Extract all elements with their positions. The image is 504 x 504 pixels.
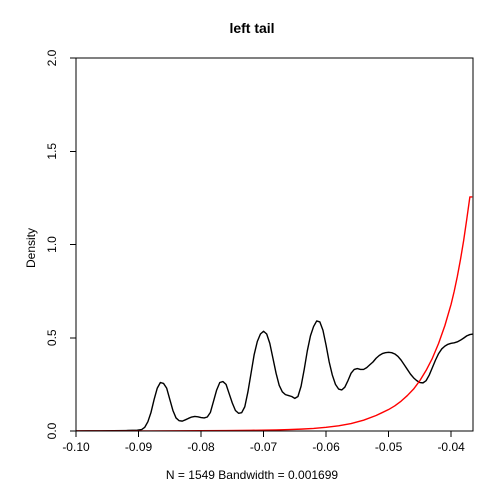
- x-tick-label: -0.07: [250, 440, 278, 454]
- x-tick-label: -0.08: [187, 440, 215, 454]
- density-line: [76, 321, 473, 431]
- y-tick-label: 1.5: [45, 143, 59, 160]
- y-axis-label: Density: [24, 228, 38, 268]
- chart-title: left tail: [0, 20, 504, 36]
- x-tick-label: -0.05: [375, 440, 403, 454]
- density-plot: -0.10 -0.09 -0.08 -0.07 -0.06 -0.05 -0.04 0.0 0.…: [0, 0, 504, 504]
- chart-subtitle: N = 1549 Bandwidth = 0.001699: [0, 468, 504, 482]
- y-tick-label: 0.0: [45, 422, 59, 439]
- x-tick-label: -0.10: [62, 440, 90, 454]
- y-tick-label: 0.5: [45, 329, 59, 346]
- fitted-line: [76, 197, 472, 431]
- y-tick-label: 1.0: [45, 236, 59, 253]
- x-tick-label: -0.09: [125, 440, 153, 454]
- x-tick-label: -0.04: [437, 440, 465, 454]
- x-tick-label: -0.06: [312, 440, 340, 454]
- y-tick-label: 2.0: [45, 49, 59, 66]
